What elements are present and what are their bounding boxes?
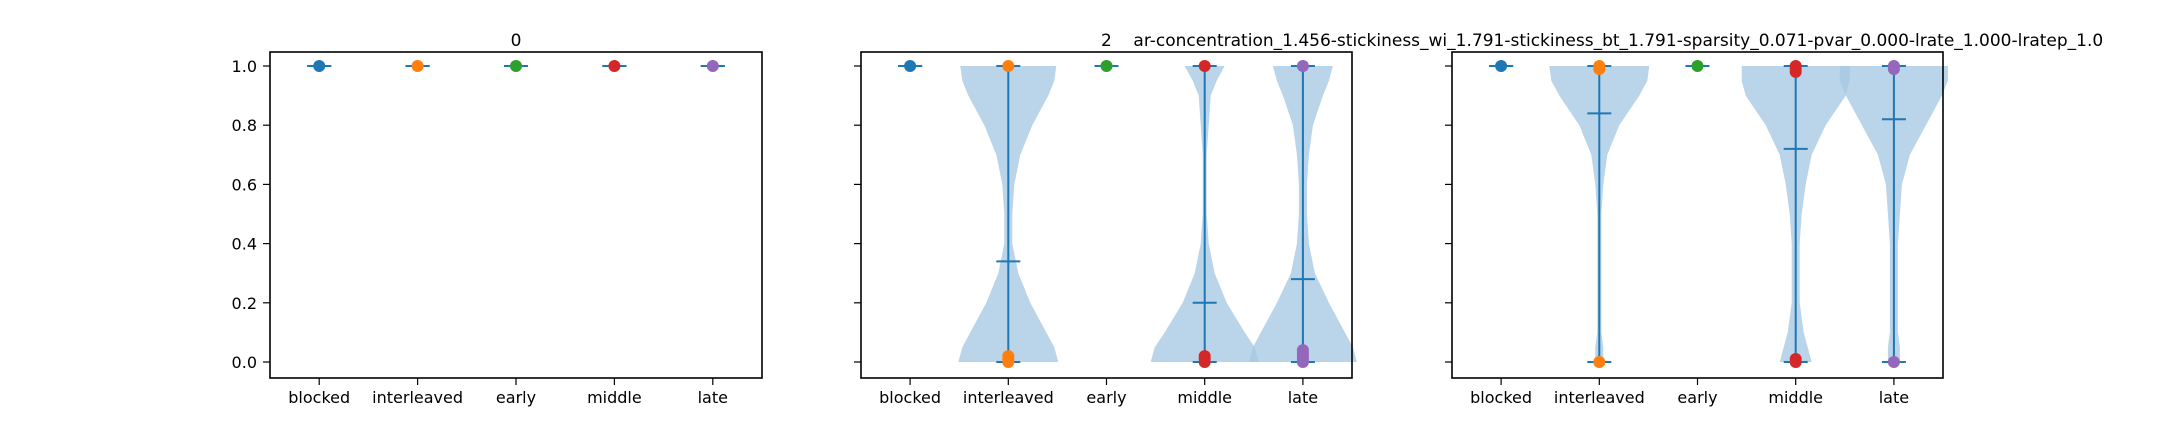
panel-title: 0 [511,31,522,51]
data-point-late [1296,60,1309,72]
data-point-early [510,60,522,72]
data-point-middle [1198,350,1211,363]
data-point-late [706,60,719,72]
figure-suptitle: 2 ar-concentration_1.456-stickiness_wi_1… [1101,31,2103,51]
x-tick-label: middle [1177,388,1232,407]
data-point-late [1887,356,1900,368]
x-tick-label: early [496,388,536,407]
violin-panel-1: 0 0.0 0.2 0.4 0.6 0.8 1.0 blocked interleaved ear… [232,31,763,407]
data-point-interleaved [1593,60,1606,72]
y-tick-label: 0.8 [232,116,257,135]
y-tick-label: 0.0 [232,353,257,372]
y-tick-label: 0.4 [232,235,257,254]
y-tick-label: 0.2 [232,294,257,313]
data-point-middle [1789,353,1802,366]
data-point-early [1691,60,1704,72]
data-point-blocked [1495,60,1508,72]
data-point-late [1887,60,1900,72]
x-tick-label: interleaved [372,388,463,407]
x-tick-label: interleaved [963,388,1054,407]
x-tick-label: blocked [288,388,350,407]
x-tick-label: blocked [1470,388,1532,407]
axes-frame [269,51,763,379]
data-point-middle [1789,60,1802,72]
x-tick-label: late [1288,388,1318,407]
x-tick-label: middle [587,388,642,407]
data-point-middle [1198,60,1211,72]
data-point-interleaved [1593,356,1606,368]
data-point-middle [608,60,621,72]
data-point-interleaved [1002,350,1015,363]
x-tick-label: late [698,388,728,407]
x-tick-label: early [1677,388,1717,407]
violin-panel-2: blocked interleaved early middle late [854,51,1357,407]
x-tick-label: middle [1768,388,1823,407]
axes-frame [860,51,1353,379]
y-tick-label: 1.0 [232,57,257,76]
x-tick-label: interleaved [1554,388,1645,407]
violin-panel-3: blocked interleaved early middle late [1445,51,1948,407]
x-tick-label: late [1879,388,1909,407]
data-point-interleaved [1002,60,1015,72]
data-point-blocked [313,60,326,72]
data-point-early [1100,60,1113,72]
y-tick-label: 0.6 [232,175,257,194]
data-point-blocked [904,60,917,72]
data-point-late [1296,344,1309,357]
x-tick-label: early [1086,388,1126,407]
data-point-interleaved [411,60,424,72]
axes-frame [1451,51,1944,379]
x-tick-label: blocked [879,388,941,407]
